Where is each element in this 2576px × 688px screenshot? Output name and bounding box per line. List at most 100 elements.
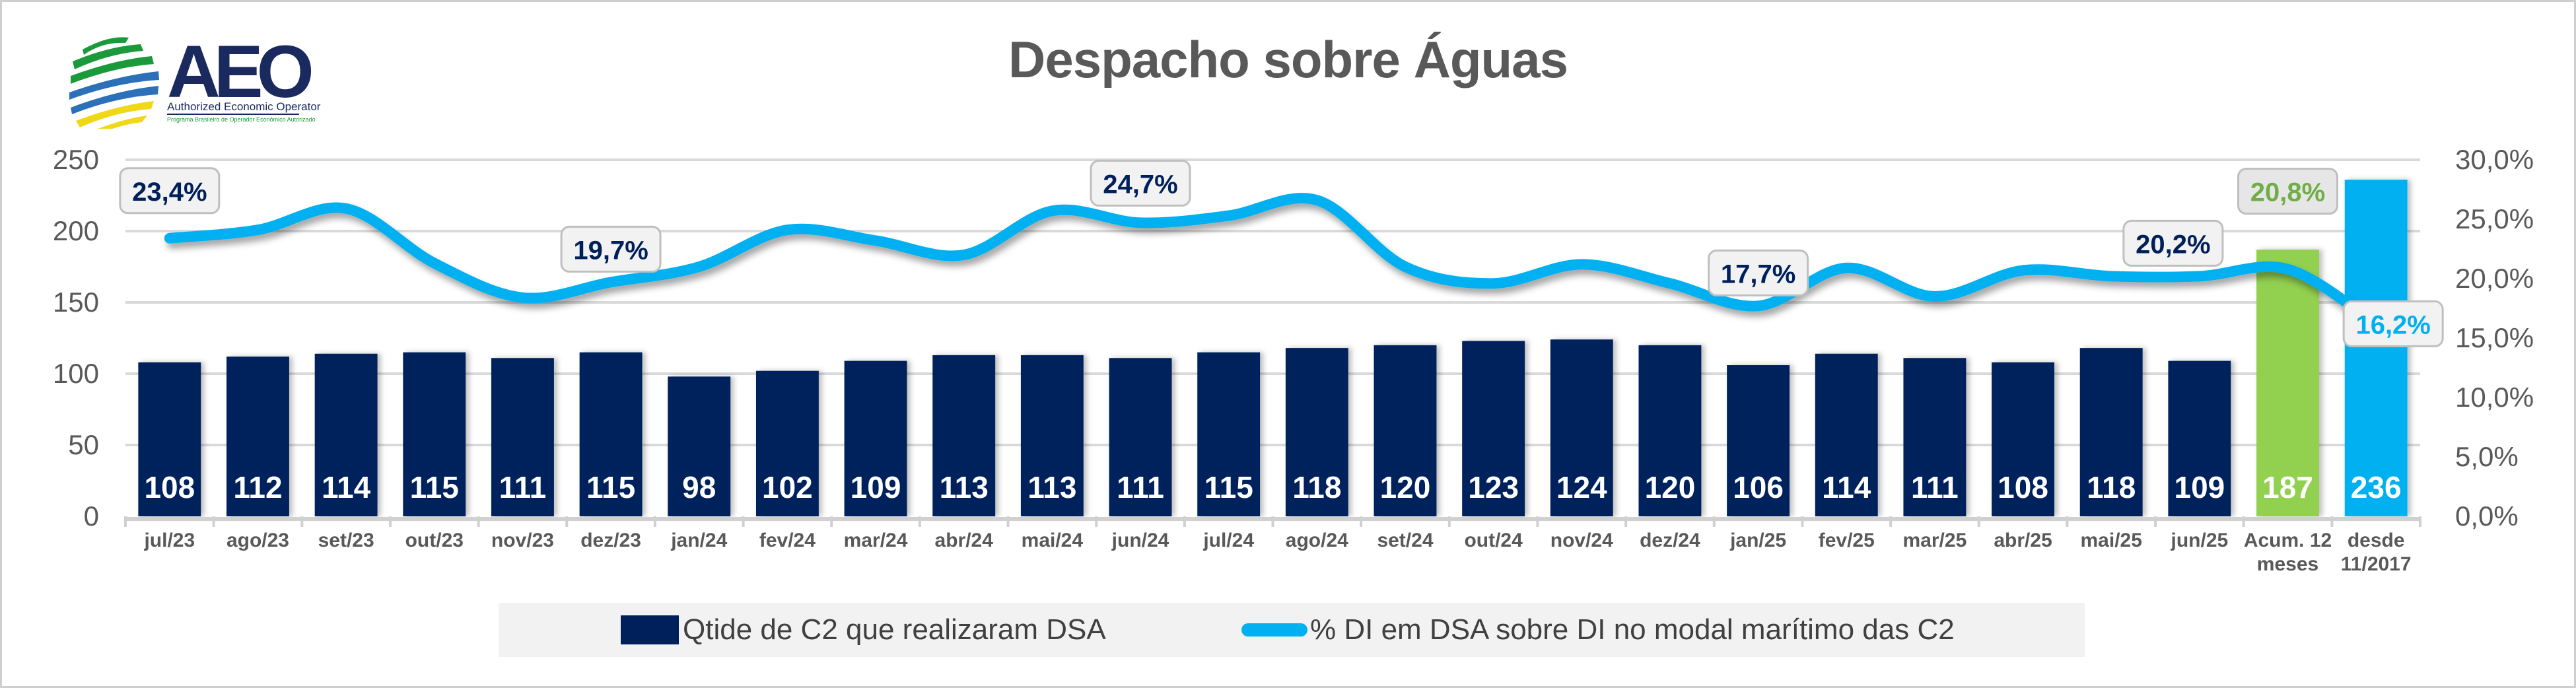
callout-box — [1708, 249, 1809, 296]
bar — [1197, 352, 1261, 516]
x-category-label: nov/23 — [491, 530, 554, 551]
bar-data-label: 114 — [322, 470, 371, 504]
globe-icon — [69, 37, 159, 135]
x-category-label: set/24 — [1377, 530, 1433, 551]
y-left-tick-label: 50 — [68, 429, 99, 460]
logo-acronym: AEO — [167, 30, 312, 113]
x-category-label: abr/25 — [1994, 530, 2052, 551]
line-callout: 20,8% — [2237, 168, 2339, 215]
x-category-label: ago/24 — [1286, 530, 1348, 551]
x-category-label: fev/25 — [1819, 530, 1875, 551]
bar — [314, 353, 378, 516]
bar-data-label: 118 — [2087, 470, 2136, 504]
logo-subtitle: Programa Brasileiro de Operador Econômic… — [167, 116, 316, 123]
bar-data-label: 120 — [1380, 470, 1431, 504]
bar — [1638, 345, 1702, 516]
bar-data-label: 109 — [851, 470, 901, 504]
x-category-label: out/23 — [405, 530, 464, 551]
bar-data-label: 109 — [2174, 470, 2225, 504]
x-category-label: jun/25 — [2171, 530, 2229, 551]
logo-name: Authorized Economic Operator — [167, 100, 321, 113]
callout-box — [1090, 159, 1191, 207]
y-left-tick-label: 200 — [53, 215, 99, 246]
bar — [2079, 348, 2143, 516]
x-category-label: nov/24 — [1550, 530, 1613, 551]
bar — [1462, 341, 1525, 516]
line-callout: 17,7% — [1708, 249, 1809, 296]
bar — [1374, 345, 1437, 516]
y-right-tick-label: 0,0% — [2455, 500, 2519, 532]
aeo-logo: AEO Authorized Economic Operator Program… — [69, 30, 333, 135]
line-callout: 19,7% — [560, 225, 662, 273]
line-callout: 16,2% — [2342, 300, 2444, 347]
line-series-pct — [164, 193, 2382, 329]
line-callout: 23,4% — [119, 167, 221, 215]
y-right-tick-label: 20,0% — [2455, 263, 2534, 294]
x-category-label: dez/24 — [1640, 530, 1700, 551]
x-category-label: out/24 — [1464, 530, 1523, 551]
x-category-label: mar/24 — [844, 530, 908, 551]
line-callout: 24,7% — [1090, 159, 1191, 207]
bar-data-label: 108 — [1998, 470, 2048, 504]
x-category-label: ago/23 — [226, 530, 289, 551]
legend-line-swatch — [1241, 623, 1307, 636]
bar-data-label: 123 — [1468, 470, 1519, 504]
bar — [1109, 358, 1172, 516]
y-left-tick-label: 150 — [53, 287, 99, 318]
callout-label: 20,8% — [2250, 178, 2325, 207]
y-right-tick-label: 25,0% — [2455, 203, 2534, 234]
x-category-label: desde 11/2017 — [2341, 530, 2412, 575]
legend-item-bars: Qtide de C2 que realizaram DSA — [621, 603, 1106, 657]
bar-data-label: 115 — [410, 470, 459, 504]
bar-data-label: 98 — [682, 470, 716, 504]
y-left-tick-label: 100 — [53, 358, 99, 389]
x-category-label: jan/25 — [1729, 530, 1786, 551]
x-category-label: set/23 — [318, 530, 374, 551]
callout-box — [2122, 219, 2224, 267]
bar-data-label: 187 — [2262, 470, 2313, 504]
x-category-label: mai/24 — [1022, 530, 1084, 551]
x-category-label: mai/25 — [2081, 530, 2142, 551]
y-right-tick-label: 5,0% — [2455, 441, 2519, 472]
x-category-label: jun/24 — [1111, 530, 1169, 551]
x-category-label: jul/24 — [1202, 530, 1254, 551]
bar — [1550, 339, 1613, 516]
bar — [932, 355, 996, 516]
bar-data-label: 106 — [1733, 470, 1784, 504]
callout-label: 19,7% — [573, 236, 648, 265]
bar — [1727, 365, 1790, 516]
bar — [491, 358, 554, 516]
x-category-label: dez/23 — [580, 530, 641, 551]
y-left-tick-label: 250 — [53, 144, 99, 175]
callout-label: 24,7% — [1103, 170, 1177, 199]
y-left-tick-label: 0 — [84, 500, 99, 532]
callout-box — [119, 167, 221, 215]
legend-bar-swatch — [621, 615, 679, 644]
bar-data-label: 236 — [2351, 470, 2402, 504]
bar-data-label: 113 — [1027, 470, 1076, 504]
x-category-label: mar/25 — [1903, 530, 1967, 551]
bar — [226, 357, 289, 516]
bar-data-label: 115 — [586, 470, 635, 504]
bar — [1020, 355, 1084, 516]
bar — [1992, 362, 2055, 516]
bar-data-label: 111 — [1117, 470, 1164, 504]
bar-data-label: 111 — [1911, 470, 1959, 504]
y-right-tick-label: 30,0% — [2455, 144, 2534, 175]
bar — [1903, 358, 1967, 516]
bar-data-label: 124 — [1556, 470, 1607, 504]
legend-item-line: % DI em DSA sobre DI no modal marítimo d… — [1241, 603, 1955, 657]
x-category-label: fev/24 — [759, 530, 816, 551]
bar — [2168, 361, 2231, 516]
bar — [579, 352, 643, 516]
bar — [755, 370, 819, 516]
x-category-label: jan/24 — [670, 530, 727, 551]
callout-box — [560, 225, 662, 273]
bar — [2344, 180, 2408, 516]
bar-data-label: 108 — [144, 470, 195, 504]
bar-data-label: 102 — [762, 470, 813, 504]
x-category-label: abr/24 — [935, 530, 994, 551]
y-right-tick-label: 10,0% — [2455, 382, 2534, 413]
